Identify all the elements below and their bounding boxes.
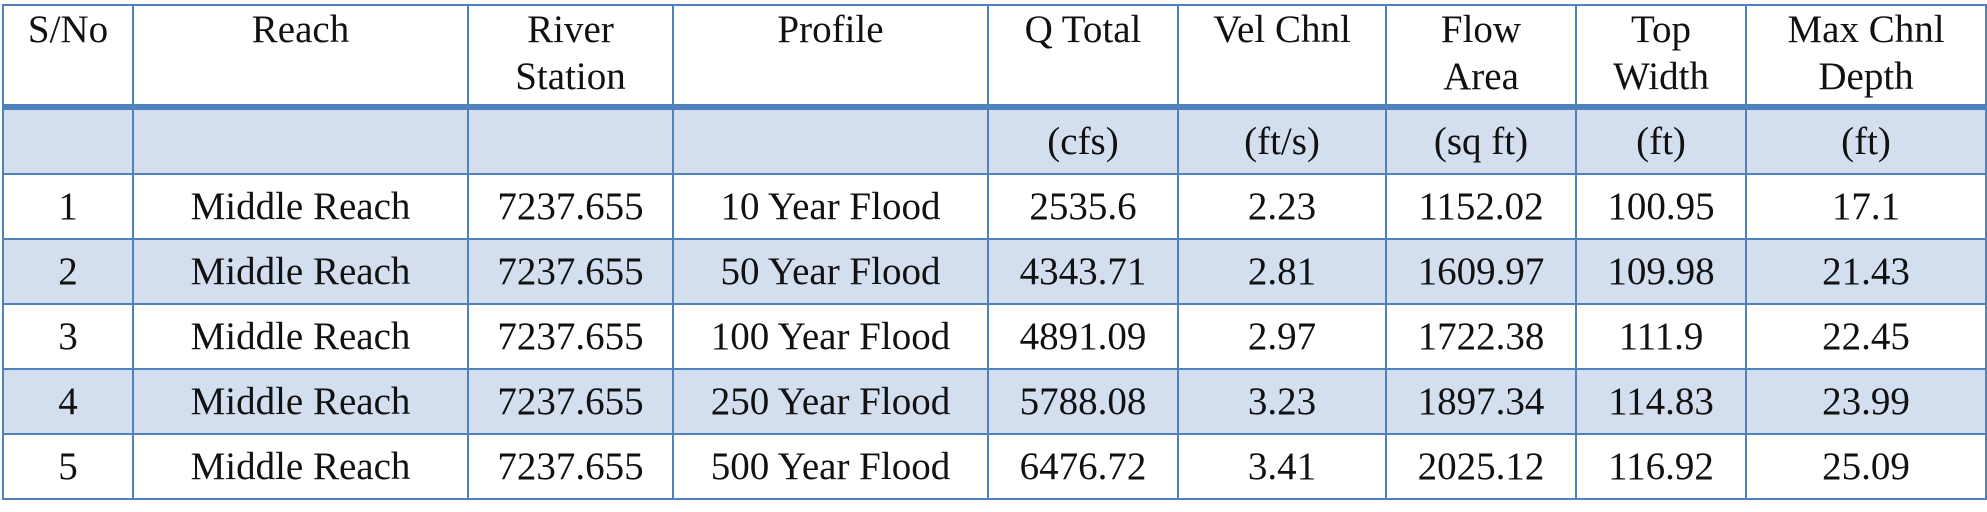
table-cell: 2: [2, 238, 134, 305]
table-cell: 111.9: [1575, 303, 1747, 370]
table-cell: Middle Reach: [132, 368, 469, 435]
table-cell: 7237.655: [467, 238, 674, 305]
table-cell: 109.98: [1575, 238, 1747, 305]
table-cell: 1152.02: [1385, 173, 1577, 240]
table-cell: 25.09: [1745, 433, 1987, 500]
table-cell: 2025.12: [1385, 433, 1577, 500]
header-cell: Q Total: [987, 4, 1179, 108]
table-cell: 6476.72: [987, 433, 1179, 500]
unit-cell: (cfs): [987, 104, 1179, 175]
table-cell: 21.43: [1745, 238, 1987, 305]
table-cell: 3.41: [1177, 433, 1387, 500]
table-cell: 1897.34: [1385, 368, 1577, 435]
table-cell: 116.92: [1575, 433, 1747, 500]
unit-cell: [132, 104, 469, 175]
table-cell: 100.95: [1575, 173, 1747, 240]
table-cell: 7237.655: [467, 303, 674, 370]
table-cell: 5788.08: [987, 368, 1179, 435]
table-cell: 3: [2, 303, 134, 370]
header-cell: Reach: [132, 4, 469, 108]
table-cell: 4343.71: [987, 238, 1179, 305]
table-cell: 50 Year Flood: [672, 238, 989, 305]
table-cell: 7237.655: [467, 368, 674, 435]
table-cell: 100 Year Flood: [672, 303, 989, 370]
table-cell: Middle Reach: [132, 173, 469, 240]
table-cell: Middle Reach: [132, 238, 469, 305]
unit-cell: (ft): [1575, 104, 1747, 175]
unit-cell: (ft): [1745, 104, 1987, 175]
table-cell: 2535.6: [987, 173, 1179, 240]
table-cell: 1: [2, 173, 134, 240]
table-cell: 2.97: [1177, 303, 1387, 370]
table-cell: Middle Reach: [132, 303, 469, 370]
table-cell: 2.81: [1177, 238, 1387, 305]
table-cell: 500 Year Flood: [672, 433, 989, 500]
table-cell: 4: [2, 368, 134, 435]
table-cell: 2.23: [1177, 173, 1387, 240]
table-cell: 250 Year Flood: [672, 368, 989, 435]
table-row: 5 Middle Reach 7237.655 500 Year Flood 6…: [2, 433, 1987, 500]
units-row: (cfs) (ft/s) (sq ft) (ft) (ft): [2, 104, 1987, 175]
table-cell: 4891.09: [987, 303, 1179, 370]
unit-cell: [467, 104, 674, 175]
table-row: 3 Middle Reach 7237.655 100 Year Flood 4…: [2, 303, 1987, 370]
table-cell: 10 Year Flood: [672, 173, 989, 240]
results-table: S/No Reach River Station Profile Q Total …: [2, 4, 1987, 500]
table-cell: 7237.655: [467, 173, 674, 240]
table-cell: 5: [2, 433, 134, 500]
table-cell: 3.23: [1177, 368, 1387, 435]
header-cell: Vel Chnl: [1177, 4, 1387, 108]
header-row: S/No Reach River Station Profile Q Total …: [2, 4, 1987, 108]
unit-cell: [672, 104, 989, 175]
header-cell: Max Chnl Depth: [1745, 4, 1987, 108]
header-cell: S/No: [2, 4, 134, 108]
header-cell: Profile: [672, 4, 989, 108]
table-cell: 23.99: [1745, 368, 1987, 435]
header-cell: River Station: [467, 4, 674, 108]
table-cell: 1722.38: [1385, 303, 1577, 370]
header-cell: Flow Area: [1385, 4, 1577, 108]
table-cell: 22.45: [1745, 303, 1987, 370]
table-row: 1 Middle Reach 7237.655 10 Year Flood 25…: [2, 173, 1987, 240]
table-cell: 17.1: [1745, 173, 1987, 240]
table-cell: 114.83: [1575, 368, 1747, 435]
header-cell: Top Width: [1575, 4, 1747, 108]
unit-cell: [2, 104, 134, 175]
table-cell: Middle Reach: [132, 433, 469, 500]
table-cell: 7237.655: [467, 433, 674, 500]
unit-cell: (sq ft): [1385, 104, 1577, 175]
table-cell: 1609.97: [1385, 238, 1577, 305]
table-row: 2 Middle Reach 7237.655 50 Year Flood 43…: [2, 238, 1987, 305]
table-row: 4 Middle Reach 7237.655 250 Year Flood 5…: [2, 368, 1987, 435]
unit-cell: (ft/s): [1177, 104, 1387, 175]
